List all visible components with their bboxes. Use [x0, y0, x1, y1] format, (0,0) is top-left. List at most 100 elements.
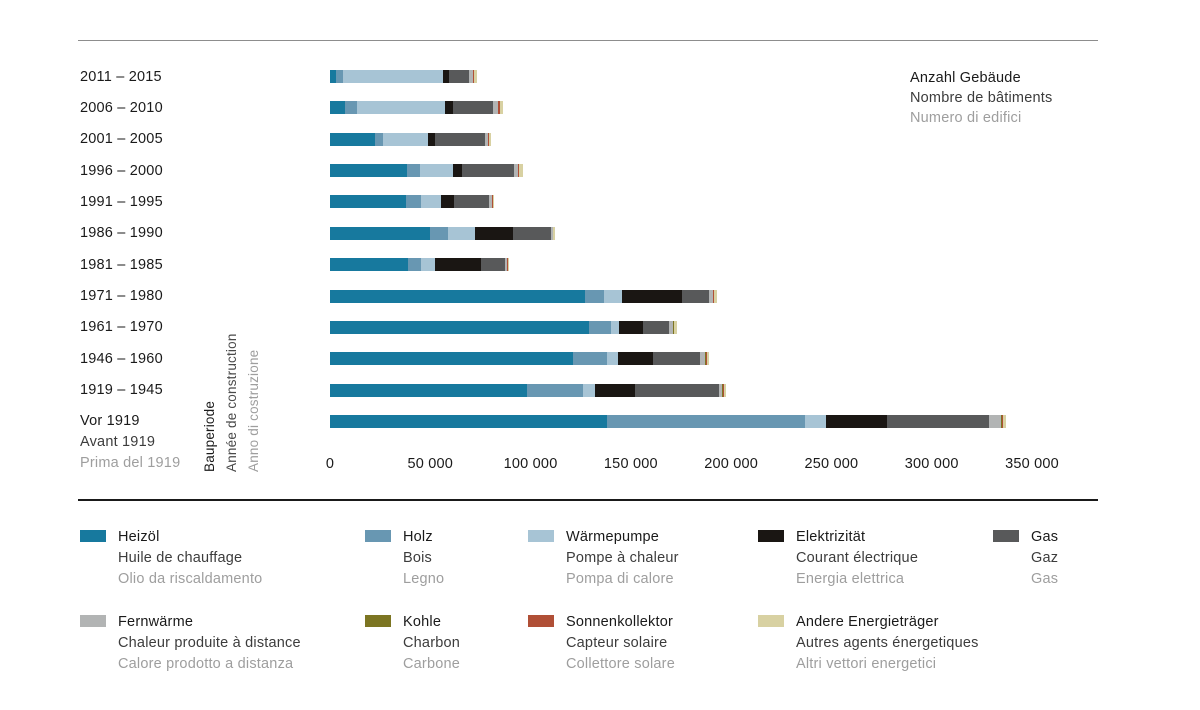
- fernwaerme-segment: [485, 132, 489, 146]
- andere-energietraeger-segment: [493, 195, 495, 209]
- holz-segment: [408, 258, 422, 272]
- sonnenkollektor-segment: [723, 383, 724, 397]
- category-label-de: 1961 – 1970: [80, 319, 163, 336]
- sonnenkollektor-segment: [552, 226, 554, 240]
- waermepumpe-segment: [357, 101, 446, 115]
- top-divider: [78, 40, 1098, 41]
- category-label: 1996 – 2000: [80, 163, 163, 179]
- holz-swatch: [365, 530, 391, 542]
- sonnenkollektor-segment: [488, 132, 490, 146]
- legend-label-de: Sonnenkollektor: [566, 614, 673, 630]
- heizoel-segment: [330, 383, 527, 397]
- gas-segment: [681, 289, 710, 303]
- bar-row: [330, 164, 523, 178]
- y-axis-label-fr: Année de construction: [224, 333, 239, 472]
- holz-segment: [375, 132, 384, 146]
- y-axis-label-it: Anno di costruzione: [246, 349, 261, 472]
- waermepumpe-swatch: [528, 530, 554, 542]
- legend-label-fr: Courant électrique: [796, 550, 919, 566]
- gas-segment: [453, 101, 494, 115]
- category-label-de: 1991 – 1995: [80, 193, 163, 210]
- elektrizitaet-segment: [443, 70, 450, 83]
- gas-segment: [454, 195, 490, 209]
- legend-item-gas: Gas Gaz Gas: [1031, 527, 1058, 590]
- holz-segment: [430, 226, 449, 240]
- heizoel-segment: [330, 164, 408, 178]
- gas-segment: [481, 258, 506, 272]
- category-label-de: 1946 – 1960: [80, 350, 163, 367]
- category-label-it: Prima del 1919: [80, 455, 181, 472]
- fernwaerme-segment: [988, 414, 1001, 428]
- bar-row: [330, 414, 1006, 428]
- category-label: Vor 1919 Avant 1919 Prima del 1919: [80, 413, 180, 471]
- bar-row: [330, 383, 727, 397]
- bar-row: [330, 195, 495, 209]
- fernwaerme-segment: [489, 195, 493, 209]
- andere-energietraeger-segment: [553, 226, 555, 240]
- sonnenkollektor-segment: [706, 352, 707, 366]
- waermepumpe-segment: [805, 414, 827, 428]
- chart-title-de: Anzahl Gebäude: [910, 70, 1021, 86]
- heizoel-segment: [330, 320, 589, 334]
- category-label: 2001 – 2005: [80, 131, 163, 147]
- andere-energietraeger-swatch: [758, 615, 784, 627]
- sonnenkollektor-segment: [473, 70, 475, 83]
- holz-segment: [407, 164, 421, 178]
- bar-row: [330, 352, 710, 366]
- elektrizitaet-swatch: [758, 530, 784, 542]
- fernwaerme-segment: [469, 70, 474, 83]
- category-label: 1971 – 1980: [80, 288, 163, 304]
- x-tick-label: 150 000: [603, 456, 658, 472]
- fernwaerme-swatch: [80, 615, 106, 627]
- holz-segment: [572, 352, 607, 366]
- heizoel-segment: [330, 70, 337, 83]
- category-label: 2011 – 2015: [80, 69, 162, 85]
- holz-segment: [584, 289, 604, 303]
- kohle-swatch: [365, 615, 391, 627]
- legend-label-it: Olio da riscaldamento: [118, 571, 263, 587]
- sonnenkollektor-segment: [713, 289, 715, 303]
- bar-row: [330, 101, 504, 115]
- gas-segment: [642, 320, 669, 334]
- fernwaerme-segment: [550, 226, 553, 240]
- waermepumpe-segment: [582, 383, 595, 397]
- elektrizitaet-segment: [475, 226, 514, 240]
- holz-segment: [588, 320, 611, 334]
- kohle-segment: [722, 383, 724, 397]
- category-label-de: 2001 – 2005: [80, 131, 163, 148]
- heizoel-segment: [330, 132, 376, 146]
- category-label-de: 2006 – 2010: [80, 99, 163, 116]
- chart-title-fr: Nombre de bâtiments: [910, 90, 1053, 106]
- heizoel-segment: [330, 101, 346, 115]
- x-tick-label: 200 000: [704, 456, 759, 472]
- legend-item-kohle: Kohle Charbon Carbone: [403, 612, 460, 675]
- legend-label-fr: Chaleur produite à distance: [118, 635, 301, 651]
- legend-label-fr: Pompe à chaleur: [566, 550, 679, 566]
- fernwaerme-segment: [700, 352, 706, 366]
- elektrizitaet-segment: [618, 320, 643, 334]
- elektrizitaet-segment: [594, 383, 635, 397]
- waermepumpe-segment: [603, 289, 622, 303]
- gas-segment: [634, 383, 720, 397]
- category-label: 1991 – 1995: [80, 194, 163, 210]
- gas-segment: [449, 70, 470, 83]
- sonnenkollektor-segment: [507, 258, 509, 272]
- bar-row: [330, 289, 718, 303]
- bar-row: [330, 132, 492, 146]
- legend-label-fr: Capteur solaire: [566, 635, 668, 651]
- legend-label-fr: Gaz: [1031, 550, 1059, 566]
- holz-segment: [606, 414, 806, 428]
- legend-item-elektrizitaet: Elektrizität Courant électrique Energia el…: [796, 527, 918, 590]
- legend-label-de: Elektrizität: [796, 529, 866, 545]
- legend-item-heizoel: Heizöl Huile de chauffage Olio da riscalda…: [118, 527, 262, 590]
- category-label-fr: Avant 1919: [80, 434, 156, 451]
- gas-segment: [462, 164, 514, 178]
- heizoel-segment: [330, 226, 431, 240]
- legend-label-it: Pompa di calore: [566, 571, 674, 587]
- category-label-de: 2011 – 2015: [80, 68, 162, 85]
- category-label: 1946 – 1960: [80, 351, 163, 367]
- legend-label-it: Carbone: [403, 656, 461, 672]
- andere-energietraeger-segment: [489, 132, 492, 146]
- gas-segment: [435, 132, 486, 146]
